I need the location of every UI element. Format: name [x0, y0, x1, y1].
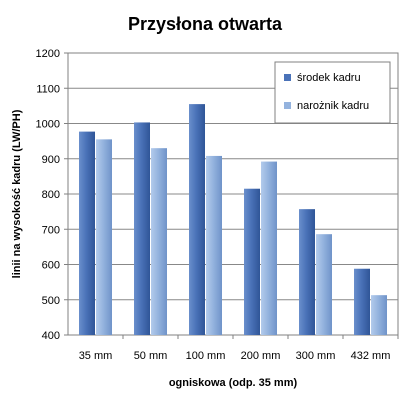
x-tick-label: 432 mm [351, 350, 391, 362]
chart-title: Przysłona otwarta [128, 14, 283, 34]
y-tick-label: 1100 [36, 83, 60, 95]
bar-naroznik-1 [151, 148, 167, 335]
bar-naroznik-5 [371, 295, 387, 335]
y-tick-label: 600 [42, 260, 60, 272]
y-tick-label: 900 [42, 154, 60, 166]
y-tick-label: 800 [42, 189, 60, 201]
legend-swatch-naroznik [284, 102, 291, 109]
x-axis-ticks: 35 mm 50 mm 100 mm 200 mm 300 mm 432 mm [79, 335, 399, 362]
legend-swatch-srodek [284, 74, 291, 81]
y-tick-label: 1000 [36, 119, 60, 131]
bars [79, 104, 387, 335]
bar-srodek-5 [354, 268, 370, 335]
y-tick-label: 1200 [36, 48, 60, 60]
legend-label-naroznik: narożnik kadru [297, 100, 369, 112]
x-tick-label: 50 mm [134, 350, 168, 362]
x-tick-label: 100 mm [186, 350, 226, 362]
bar-srodek-3 [244, 188, 260, 335]
x-tick-label: 200 mm [241, 350, 281, 362]
bar-srodek-1 [134, 122, 150, 335]
legend: środek kadru narożnik kadru [274, 61, 391, 124]
y-tick-label: 500 [42, 295, 60, 307]
y-tick-label: 400 [42, 330, 60, 342]
y-axis-ticks: 400 500 600 700 800 900 1000 1100 1200 [36, 48, 68, 342]
bar-naroznik-3 [261, 161, 277, 335]
bar-srodek-2 [189, 104, 205, 335]
bar-naroznik-4 [316, 234, 332, 335]
bar-srodek-4 [299, 209, 315, 335]
x-axis-title: ogniskowa (odp. 35 mm) [169, 377, 298, 389]
y-axis-title: linii na wysokość kadru (LW/PH) [11, 109, 23, 278]
y-tick-label: 700 [42, 224, 60, 236]
bar-naroznik-0 [96, 139, 112, 335]
bar-srodek-0 [79, 131, 95, 335]
bar-naroznik-2 [206, 155, 222, 335]
x-tick-label: 35 mm [79, 350, 113, 362]
x-tick-label: 300 mm [296, 350, 336, 362]
legend-box [274, 61, 391, 124]
legend-label-srodek: środek kadru [297, 72, 361, 84]
